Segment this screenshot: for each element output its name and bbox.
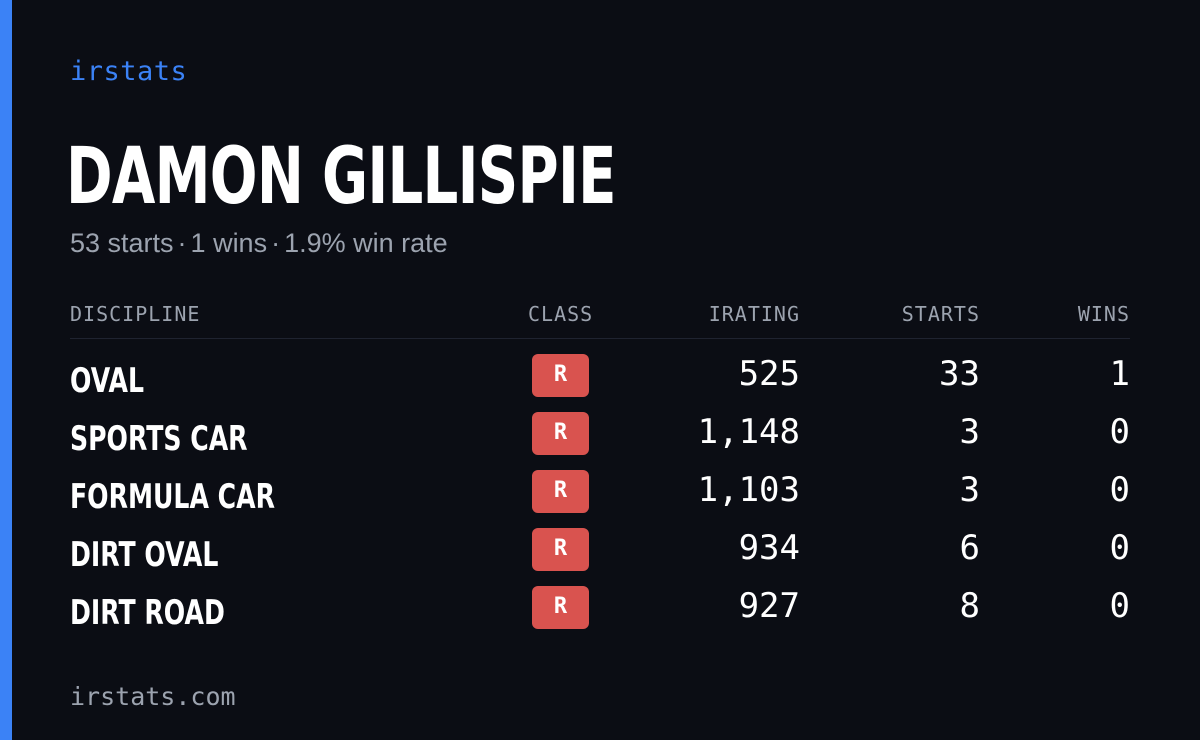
license-class-badge: R — [532, 354, 589, 397]
wins-value: 0 — [1109, 586, 1130, 626]
license-class-badge: R — [532, 470, 589, 513]
discipline-name: OVAL — [70, 361, 144, 401]
player-name: DAMON GILLISPIE — [66, 132, 617, 222]
irating-value: 927 — [738, 586, 800, 626]
footer-url: irstats.com — [70, 682, 236, 711]
wins-value: 0 — [1109, 470, 1130, 510]
discipline-name: SPORTS CAR — [70, 419, 248, 459]
column-header-irating: IRATING — [708, 302, 800, 326]
separator: · — [271, 228, 281, 258]
license-class-badge: R — [532, 412, 589, 455]
irating-value: 934 — [738, 528, 800, 568]
column-header-wins: WINS — [1077, 302, 1130, 326]
wins-value: 1 — [1109, 354, 1130, 394]
license-class-badge: R — [532, 586, 589, 629]
wins-value: 0 — [1109, 412, 1130, 452]
table-row: DIRT ROAD R 927 8 0 — [70, 584, 1130, 642]
irating-value: 525 — [738, 354, 800, 394]
irating-value: 1,148 — [697, 412, 800, 452]
column-header-class: CLASS — [528, 302, 594, 326]
column-header-discipline: DISCIPLINE — [70, 302, 201, 326]
table-row: FORMULA CAR R 1,103 3 0 — [70, 468, 1130, 526]
player-summary: 53 starts · 1 wins · 1.9% win rate — [70, 228, 448, 259]
table-row: OVAL R 525 33 1 — [70, 352, 1130, 410]
starts-value: 33 — [939, 354, 980, 394]
starts-summary: 53 starts — [70, 228, 174, 258]
discipline-name: FORMULA CAR — [70, 477, 275, 517]
discipline-table: OVAL R 525 33 1 SPORTS CAR R 1,148 3 0 F… — [70, 352, 1130, 642]
column-header-starts: STARTS — [901, 302, 980, 326]
separator: · — [177, 228, 187, 258]
wins-summary: 1 wins — [190, 228, 268, 258]
discipline-name: DIRT OVAL — [70, 535, 219, 575]
starts-value: 8 — [959, 586, 980, 626]
starts-value: 3 — [959, 470, 980, 510]
license-class-badge: R — [532, 528, 589, 571]
irating-value: 1,103 — [697, 470, 800, 510]
starts-value: 3 — [959, 412, 980, 452]
winrate-summary: 1.9% win rate — [284, 228, 448, 258]
brand-logo: irstats — [70, 56, 188, 87]
discipline-name: DIRT ROAD — [70, 593, 225, 633]
table-row: DIRT OVAL R 934 6 0 — [70, 526, 1130, 584]
accent-bar — [0, 0, 12, 740]
starts-value: 6 — [959, 528, 980, 568]
wins-value: 0 — [1109, 528, 1130, 568]
table-header: DISCIPLINE CLASS IRATING STARTS WINS — [70, 300, 1130, 339]
table-row: SPORTS CAR R 1,148 3 0 — [70, 410, 1130, 468]
